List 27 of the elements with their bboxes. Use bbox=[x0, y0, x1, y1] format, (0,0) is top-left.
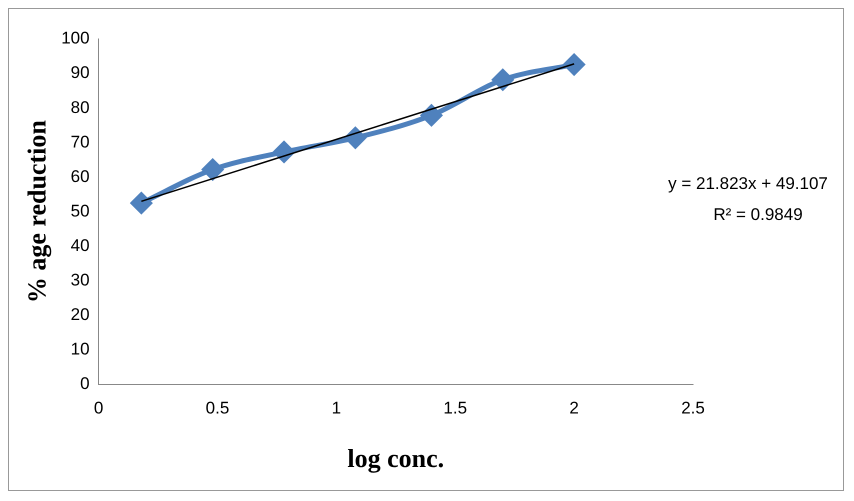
x-tick-label: 1 bbox=[332, 398, 342, 418]
x-tick-label: 2.5 bbox=[681, 398, 705, 418]
annotation: y = 21.823x + 49.107 bbox=[668, 174, 828, 193]
x-tick-label: 2 bbox=[569, 398, 579, 418]
x-tick-label: 0 bbox=[94, 398, 104, 418]
y-axis-title: % age reduction bbox=[22, 120, 52, 304]
y-tick-label: 80 bbox=[70, 98, 90, 117]
y-tick-label: 0 bbox=[80, 374, 90, 394]
y-tick-label: 30 bbox=[70, 270, 90, 290]
y-tick-label: 70 bbox=[70, 132, 90, 152]
text: R² = 0.9849 bbox=[713, 205, 803, 224]
x-axis-title: log conc. bbox=[347, 444, 444, 474]
y-tick-label: 10 bbox=[70, 340, 90, 359]
point bbox=[492, 69, 514, 90]
point bbox=[202, 159, 224, 180]
x-tick-label: 0.5 bbox=[206, 398, 230, 418]
y-tick-label: 40 bbox=[70, 236, 90, 255]
point bbox=[420, 104, 442, 126]
y-tick-label: 100 bbox=[61, 28, 90, 48]
y-tick-label: 60 bbox=[70, 166, 90, 186]
point bbox=[344, 127, 366, 148]
y-tick-label: 50 bbox=[70, 201, 90, 220]
y-tick-label: 90 bbox=[70, 63, 90, 82]
x-tick-label: 1.5 bbox=[443, 398, 468, 418]
point bbox=[130, 192, 152, 214]
y-tick-label: 20 bbox=[70, 305, 90, 324]
point bbox=[564, 54, 585, 76]
